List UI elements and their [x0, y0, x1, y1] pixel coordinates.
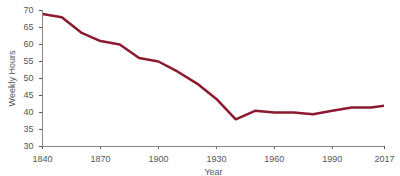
svg-text:70: 70: [23, 5, 33, 15]
svg-text:1960: 1960: [264, 154, 284, 164]
svg-text:55: 55: [23, 56, 33, 66]
svg-text:1840: 1840: [32, 154, 52, 164]
svg-text:65: 65: [23, 22, 33, 32]
svg-text:1900: 1900: [148, 154, 168, 164]
svg-text:30: 30: [23, 141, 33, 151]
svg-text:50: 50: [23, 73, 33, 83]
svg-text:Year: Year: [204, 167, 222, 176]
svg-text:45: 45: [23, 90, 33, 100]
svg-text:Weekly Hours: Weekly Hours: [7, 50, 17, 106]
svg-text:1930: 1930: [206, 154, 226, 164]
svg-text:1870: 1870: [90, 154, 110, 164]
svg-text:1990: 1990: [322, 154, 342, 164]
svg-text:35: 35: [23, 124, 33, 134]
svg-text:60: 60: [23, 39, 33, 49]
svg-text:40: 40: [23, 107, 33, 117]
svg-text:2017: 2017: [374, 154, 394, 164]
